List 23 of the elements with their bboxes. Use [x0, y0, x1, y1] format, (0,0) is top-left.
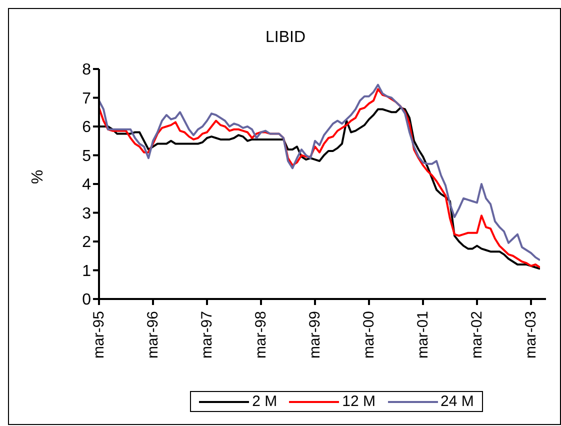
chart-title: LIBID — [264, 29, 306, 47]
legend-label: 2 M — [252, 393, 278, 410]
x-tick-label: mar-97 — [198, 311, 216, 359]
x-tick-label: mar-98 — [252, 311, 270, 359]
y-tick-label: 0 — [82, 292, 92, 309]
y-tick-label: 5 — [82, 148, 92, 165]
y-tick-label: 4 — [82, 176, 92, 194]
x-tick-label: mar-02 — [468, 311, 486, 359]
x-tick-label: mar-99 — [306, 311, 324, 359]
x-tick-label: mar-96 — [144, 311, 162, 359]
x-tick-label: mar-00 — [360, 311, 378, 359]
y-tick-label: 6 — [82, 119, 92, 136]
y-tick-label: 3 — [82, 205, 92, 222]
x-tick-label: mar-03 — [522, 311, 540, 359]
y-tick-label: 8 — [82, 62, 92, 79]
y-tick-label: 2 — [82, 234, 92, 252]
x-tick-label: mar-95 — [90, 311, 108, 359]
y-axis-title: % — [30, 170, 47, 184]
legend-label: 12 M — [342, 393, 376, 410]
y-tick-label: 7 — [82, 90, 92, 108]
legend-label: 24 M — [440, 393, 474, 410]
x-tick-label: mar-01 — [414, 311, 432, 359]
y-tick-label: 1 — [82, 262, 92, 280]
